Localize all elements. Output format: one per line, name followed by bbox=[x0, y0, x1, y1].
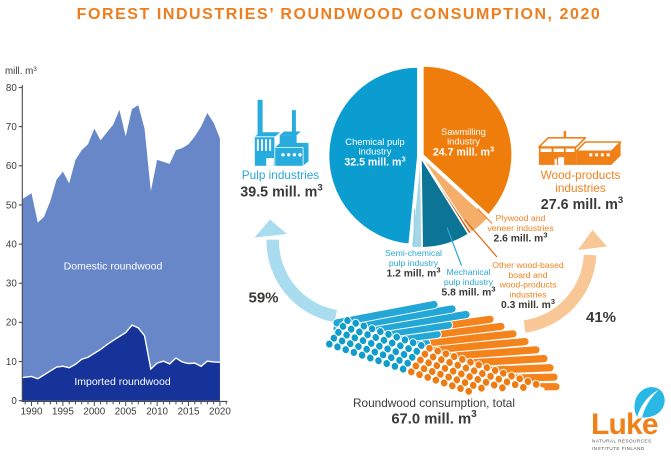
svg-text:5.8 mill. m3: 5.8 mill. m3 bbox=[442, 284, 496, 298]
svg-text:2010: 2010 bbox=[146, 407, 168, 418]
svg-text:pulp industry: pulp industry bbox=[444, 277, 494, 287]
svg-text:40: 40 bbox=[6, 239, 17, 250]
svg-text:32.5 mill. m3: 32.5 mill. m3 bbox=[344, 155, 405, 169]
svg-text:Domestic roundwood: Domestic roundwood bbox=[64, 261, 163, 273]
svg-text:70: 70 bbox=[6, 122, 17, 133]
svg-text:industries: industries bbox=[555, 181, 606, 195]
svg-text:41%: 41% bbox=[586, 309, 616, 326]
svg-text:39.5 mill. m3: 39.5 mill. m3 bbox=[240, 183, 322, 201]
svg-text:wood-products: wood-products bbox=[499, 280, 558, 290]
svg-text:30: 30 bbox=[6, 279, 17, 290]
svg-text:Mechanical: Mechanical bbox=[447, 267, 491, 277]
svg-text:10: 10 bbox=[6, 357, 17, 368]
svg-text:industries: industries bbox=[509, 289, 547, 299]
svg-text:mill. m3: mill. m3 bbox=[5, 66, 37, 77]
svg-text:60: 60 bbox=[6, 161, 17, 172]
svg-text:67.0 mill. m3: 67.0 mill. m3 bbox=[391, 409, 477, 428]
svg-text:24.7 mill. m3: 24.7 mill. m3 bbox=[433, 145, 494, 159]
svg-text:1990: 1990 bbox=[21, 407, 43, 418]
svg-text:2015: 2015 bbox=[178, 407, 200, 418]
svg-text:Roundwood consumption, total: Roundwood consumption, total bbox=[353, 396, 515, 410]
svg-text:2005: 2005 bbox=[115, 407, 137, 418]
svg-text:Other wood-based: Other wood-based bbox=[492, 260, 564, 270]
svg-text:50: 50 bbox=[6, 200, 17, 211]
svg-text:Imported roundwood: Imported roundwood bbox=[74, 376, 170, 388]
svg-text:Sawmilling: Sawmilling bbox=[441, 126, 486, 137]
svg-text:1995: 1995 bbox=[52, 407, 74, 418]
svg-text:59%: 59% bbox=[248, 290, 278, 307]
svg-text:0.3 mill. m3: 0.3 mill. m3 bbox=[501, 297, 555, 311]
svg-text:Plywood and: Plywood and bbox=[496, 213, 546, 223]
svg-text:2.6 mill. m3: 2.6 mill. m3 bbox=[494, 230, 548, 244]
svg-text:1.2 mill. m3: 1.2 mill. m3 bbox=[387, 265, 441, 279]
svg-text:80: 80 bbox=[6, 83, 17, 94]
svg-text:veneer industries: veneer industries bbox=[487, 223, 554, 233]
svg-text:0: 0 bbox=[11, 396, 17, 407]
svg-text:27.6 mill. m3: 27.6 mill. m3 bbox=[541, 195, 623, 213]
svg-text:Wood-products: Wood-products bbox=[541, 168, 621, 182]
svg-text:board and: board and bbox=[508, 270, 547, 280]
svg-text:2020: 2020 bbox=[209, 407, 231, 418]
svg-text:2000: 2000 bbox=[83, 407, 105, 418]
svg-text:industry: industry bbox=[447, 136, 480, 147]
svg-text:Pulp industries: Pulp industries bbox=[242, 168, 319, 182]
svg-text:pulp industry: pulp industry bbox=[389, 258, 439, 268]
svg-text:Chemical pulp: Chemical pulp bbox=[345, 136, 404, 147]
svg-text:industry: industry bbox=[359, 146, 392, 157]
svg-text:Semi-chemical: Semi-chemical bbox=[385, 248, 442, 258]
svg-text:INSTITUTE FINLAND: INSTITUTE FINLAND bbox=[592, 446, 645, 452]
svg-text:FOREST INDUSTRIES’ ROUNDWOOD C: FOREST INDUSTRIES’ ROUNDWOOD CONSUMPTION… bbox=[77, 6, 602, 23]
svg-text:20: 20 bbox=[6, 318, 17, 329]
svg-text:NATURAL RESOURCES: NATURAL RESOURCES bbox=[592, 439, 652, 445]
